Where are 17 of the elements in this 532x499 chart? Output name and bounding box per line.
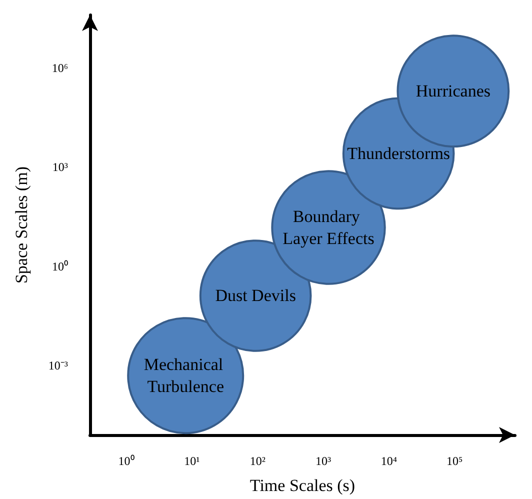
y-tick-label: 10⁻³	[48, 358, 68, 373]
x-tick-label: 10²	[250, 454, 266, 468]
series-label: Hurricanes	[416, 82, 490, 101]
x-tick-label: 10⁰	[118, 454, 134, 468]
y-tick-label: 10³	[52, 160, 68, 174]
y-axis-title: Space Scales (m)	[12, 166, 31, 284]
x-axis-title: Time Scales (s)	[250, 476, 356, 495]
series-label: Boundary Layer Effects	[282, 207, 374, 248]
x-tick-label: 10¹	[184, 454, 200, 468]
series-label: Thunderstorms	[347, 144, 450, 163]
x-tick-label: 10³	[316, 454, 332, 468]
series-label: Dust Devils	[215, 286, 296, 306]
y-tick-label: 10⁰	[52, 259, 68, 274]
y-tick-label: 10⁶	[52, 60, 68, 75]
x-tick-label: 10⁴	[380, 454, 398, 468]
x-tick-label: 10⁵	[446, 454, 463, 468]
series-label: Mechanical Turbulence	[144, 355, 228, 396]
